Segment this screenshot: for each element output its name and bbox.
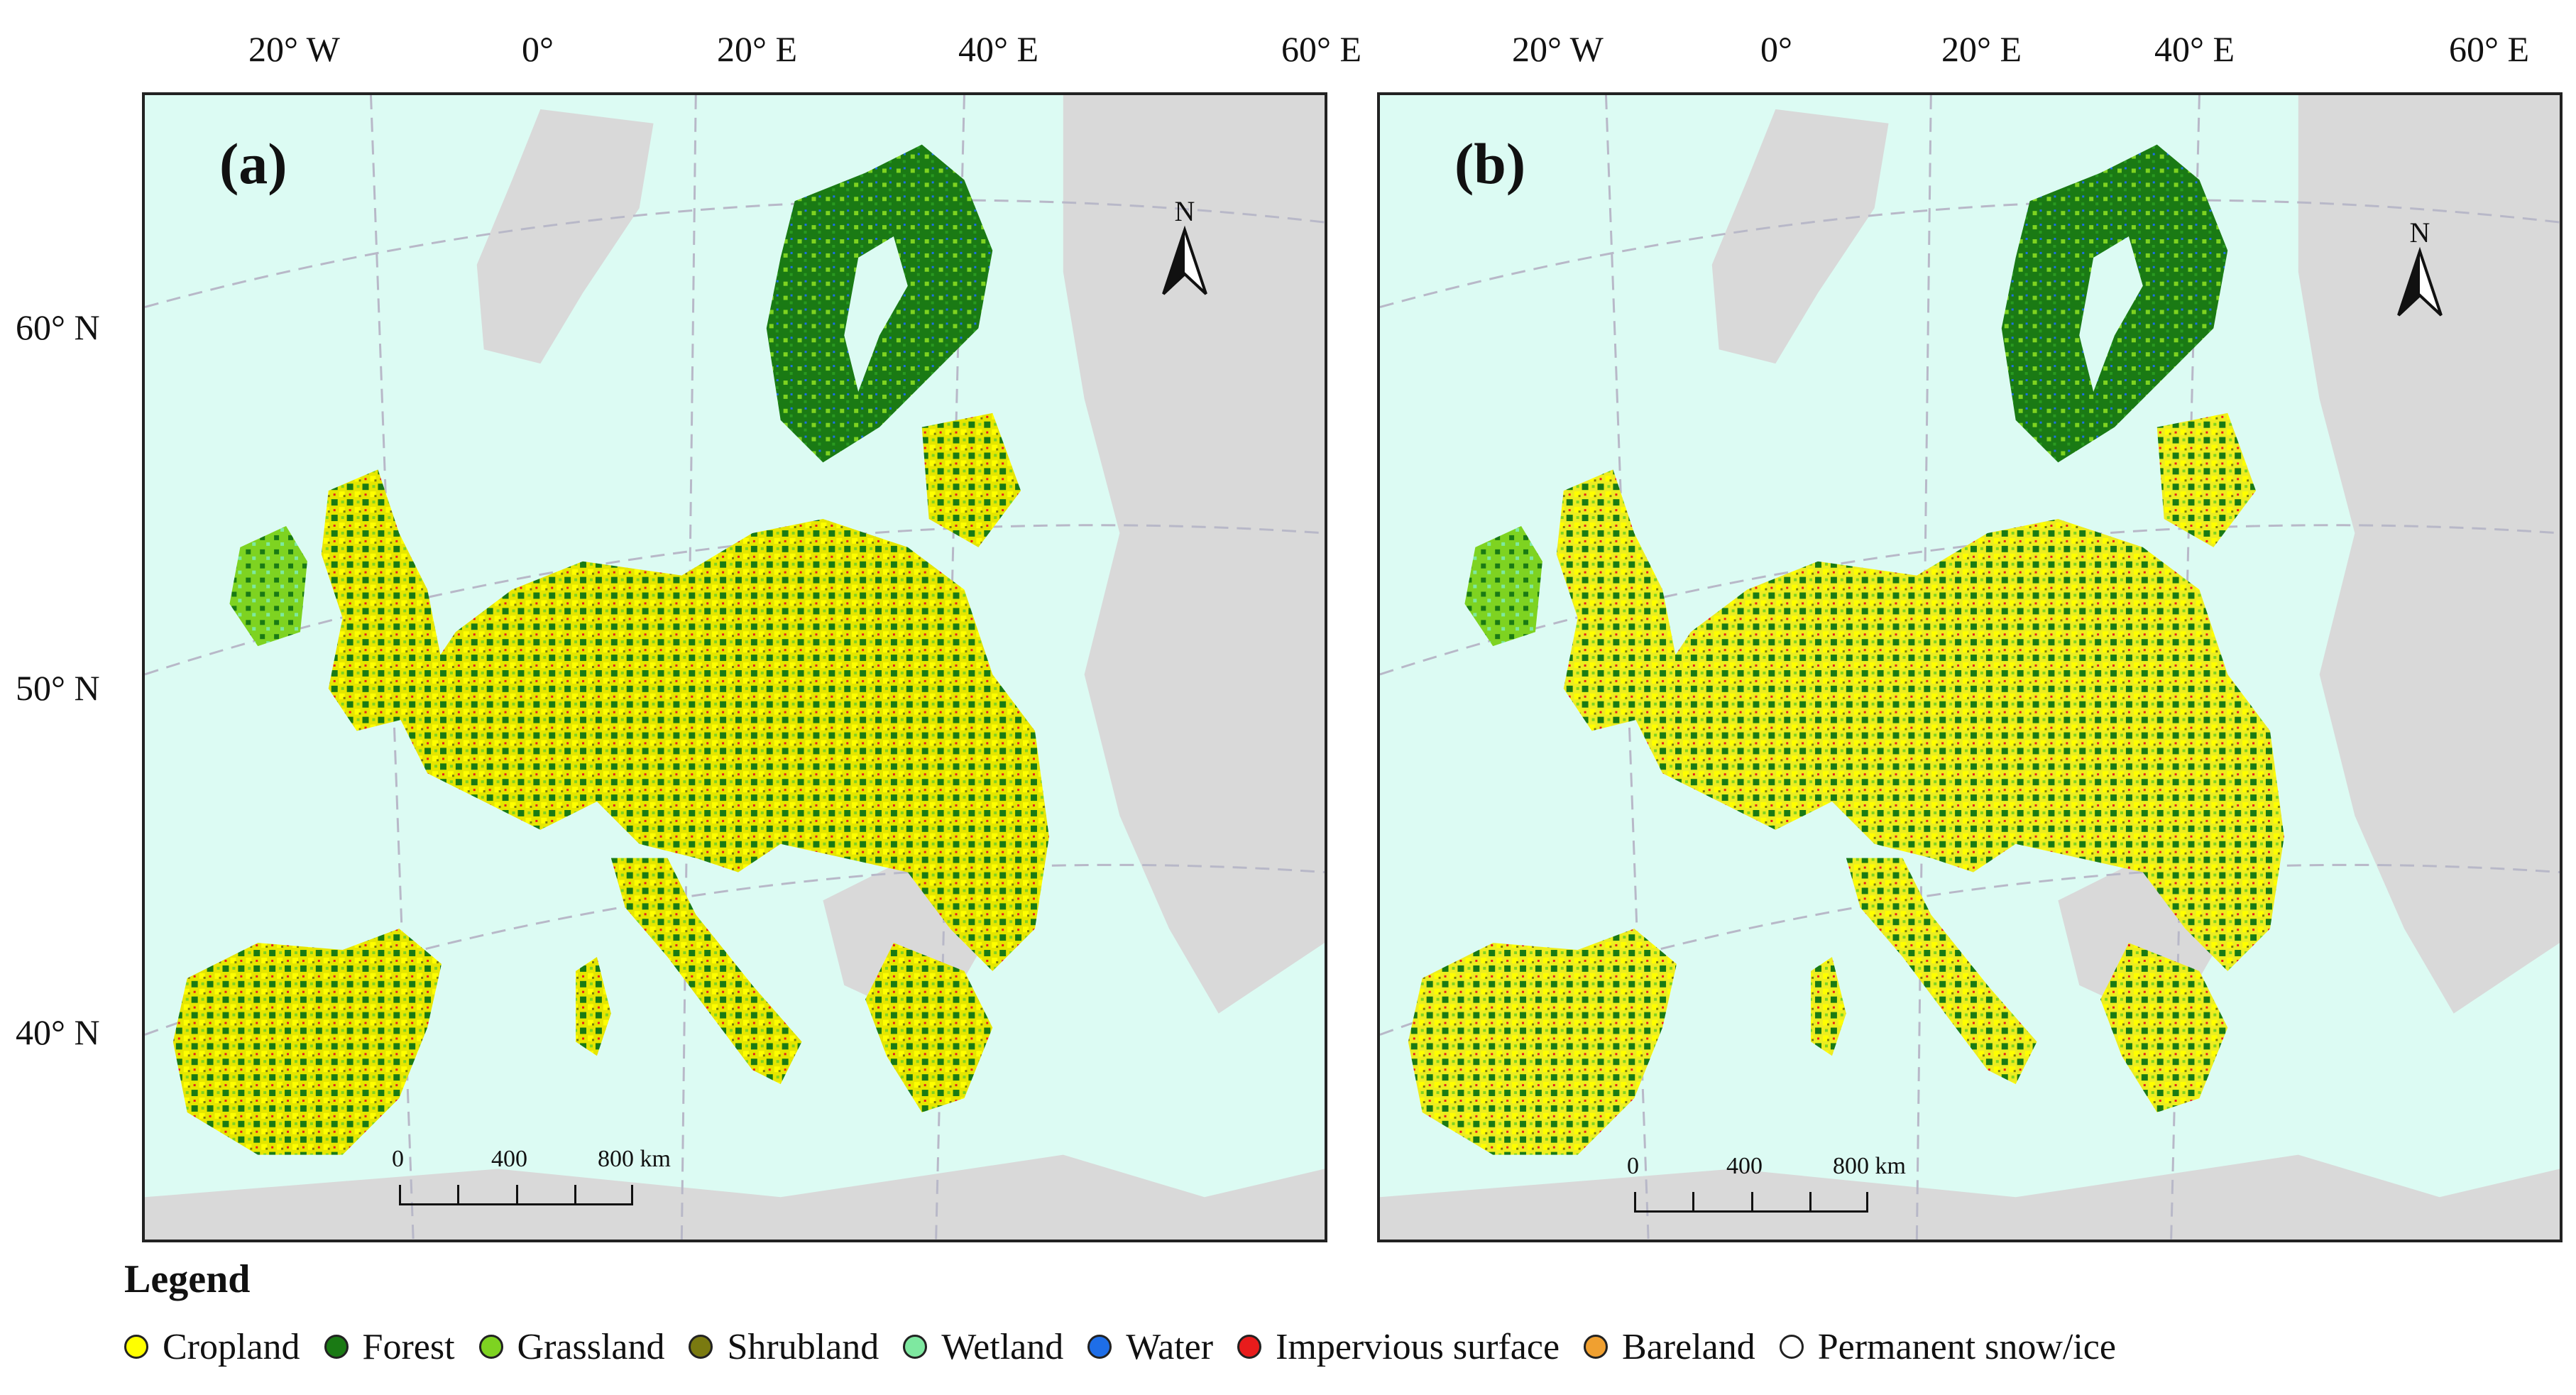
legend-item-permanent-snow-ice: Permanent snow/ice bbox=[1779, 1326, 2116, 1368]
legend-item-forest: Forest bbox=[324, 1326, 455, 1368]
lon-label-40e-b: 40° E bbox=[2154, 29, 2235, 69]
legend-swatch-forest bbox=[324, 1335, 349, 1359]
lon-label-0-b: 0° bbox=[1760, 29, 1792, 69]
legend-item-wetland: Wetland bbox=[903, 1326, 1063, 1368]
map-canvas-b bbox=[1380, 95, 2560, 1240]
legend-label-permanent-snow-ice: Permanent snow/ice bbox=[1817, 1326, 2116, 1367]
legend-swatch-water bbox=[1087, 1335, 1112, 1359]
scale-bar-a bbox=[399, 1185, 633, 1205]
north-arrow-icon bbox=[2397, 246, 2443, 317]
north-symbol-b: N bbox=[2409, 217, 2430, 248]
legend-label-cropland: Cropland bbox=[163, 1326, 300, 1367]
scale-tick-0-a: 0 bbox=[392, 1146, 404, 1172]
legend-item-impervious-surface: Impervious surface bbox=[1237, 1326, 1560, 1368]
lat-label-40n: 40° N bbox=[16, 1012, 100, 1052]
lon-label-20e-b: 20° E bbox=[1941, 29, 2022, 69]
scale-tick-800-a: 800 km bbox=[598, 1146, 671, 1172]
lon-label-60e-a: 60° E bbox=[1281, 29, 1362, 69]
legend: Cropland Forest Grassland Shrubland Wetl… bbox=[124, 1322, 2116, 1372]
legend-swatch-impervious-surface bbox=[1237, 1335, 1262, 1359]
legend-label-forest: Forest bbox=[362, 1326, 455, 1367]
panel-label-a: (a) bbox=[219, 131, 287, 196]
legend-title: Legend bbox=[124, 1257, 251, 1301]
legend-label-bareland: Bareland bbox=[1622, 1326, 1755, 1367]
map-canvas-a bbox=[145, 95, 1325, 1240]
north-arrow-b: N bbox=[2388, 216, 2452, 322]
legend-item-shrubland: Shrubland bbox=[689, 1326, 879, 1368]
lon-label-0-a: 0° bbox=[522, 29, 554, 69]
legend-item-bareland: Bareland bbox=[1584, 1326, 1755, 1368]
legend-item-water: Water bbox=[1087, 1326, 1213, 1368]
lon-label-20w-b: 20° W bbox=[1512, 29, 1604, 69]
legend-label-water: Water bbox=[1126, 1326, 1214, 1367]
legend-label-impervious-surface: Impervious surface bbox=[1276, 1326, 1560, 1367]
north-symbol-a: N bbox=[1174, 195, 1195, 227]
lon-label-40e-a: 40° E bbox=[958, 29, 1039, 69]
panel-label-b: (b) bbox=[1454, 131, 1526, 196]
legend-label-shrubland: Shrubland bbox=[727, 1326, 879, 1367]
lon-label-60e-b: 60° E bbox=[2449, 29, 2530, 69]
lon-label-20e-a: 20° E bbox=[717, 29, 798, 69]
scale-tick-800-b: 800 km bbox=[1833, 1153, 1906, 1179]
legend-item-grassland: Grassland bbox=[478, 1326, 665, 1368]
scalebar-a: 0 400 800 km bbox=[385, 1146, 671, 1217]
legend-swatch-cropland bbox=[124, 1335, 148, 1359]
legend-label-grassland: Grassland bbox=[517, 1326, 665, 1367]
scale-tick-0-b: 0 bbox=[1627, 1153, 1639, 1179]
north-arrow-icon bbox=[1162, 225, 1207, 295]
legend-swatch-bareland bbox=[1584, 1335, 1608, 1359]
north-arrow-a: N bbox=[1153, 195, 1217, 301]
lat-label-60n: 60° N bbox=[16, 307, 100, 347]
lat-label-50n: 50° N bbox=[16, 668, 100, 708]
map-panel-b: (b) N 0 400 800 km bbox=[1377, 92, 2563, 1242]
scale-tick-400-a: 400 bbox=[491, 1146, 527, 1172]
legend-swatch-grassland bbox=[478, 1335, 503, 1359]
scalebar-b: 0 400 800 km bbox=[1620, 1153, 1906, 1224]
map-panel-a: (a) N 0 400 800 km bbox=[142, 92, 1327, 1242]
legend-item-cropland: Cropland bbox=[124, 1326, 300, 1368]
legend-swatch-shrubland bbox=[689, 1335, 713, 1359]
legend-swatch-wetland bbox=[903, 1335, 928, 1359]
scale-bar-b bbox=[1634, 1192, 1868, 1213]
legend-label-wetland: Wetland bbox=[941, 1326, 1064, 1367]
lon-label-20w-a: 20° W bbox=[248, 29, 340, 69]
legend-swatch-permanent-snow-ice bbox=[1779, 1335, 1804, 1359]
scale-tick-400-b: 400 bbox=[1726, 1153, 1763, 1179]
